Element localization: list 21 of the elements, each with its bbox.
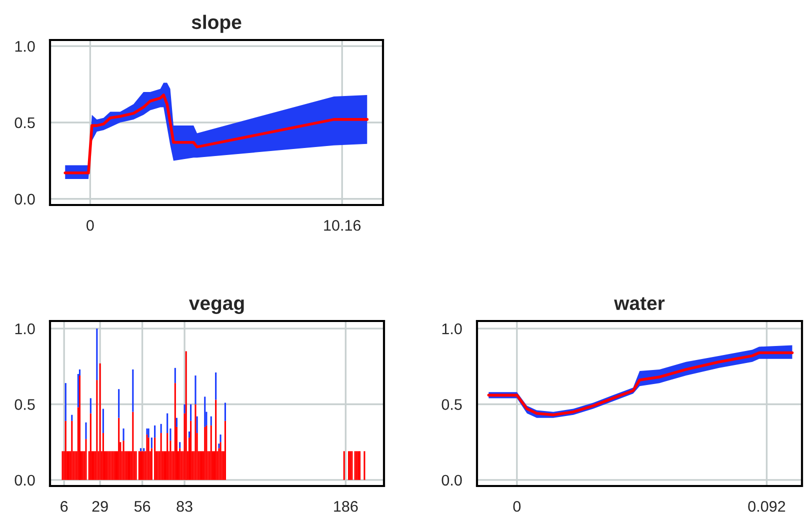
y-tick-label: 0.5	[14, 117, 35, 128]
x-tick-label: 10.16	[324, 220, 361, 231]
chart-title: vegag	[188, 299, 244, 314]
chart-title: water	[614, 297, 665, 310]
y-tick-label: 0.0	[14, 474, 35, 486]
y-tick-label: 1.0	[15, 40, 35, 52]
x-tick-label: 0	[86, 220, 94, 231]
x-tick-label: 29	[92, 500, 108, 512]
x-tick-label: 56	[134, 500, 150, 512]
y-tick-label: 0.5	[442, 399, 462, 410]
y-tick-label: 1.0	[442, 323, 462, 334]
y-tick-label: 0.0	[442, 474, 462, 486]
y-tick-label: 0.5	[14, 399, 35, 410]
x-tick-label: 0	[513, 500, 521, 512]
x-tick-label: 6	[60, 500, 68, 512]
chart-title: slope	[192, 14, 242, 33]
y-tick-label: 0.0	[14, 194, 35, 205]
x-tick-label: 83	[176, 500, 192, 512]
x-tick-label: 186	[334, 500, 358, 512]
x-tick-label: 0.092	[748, 500, 786, 512]
y-tick-label: 1.0	[15, 323, 35, 334]
